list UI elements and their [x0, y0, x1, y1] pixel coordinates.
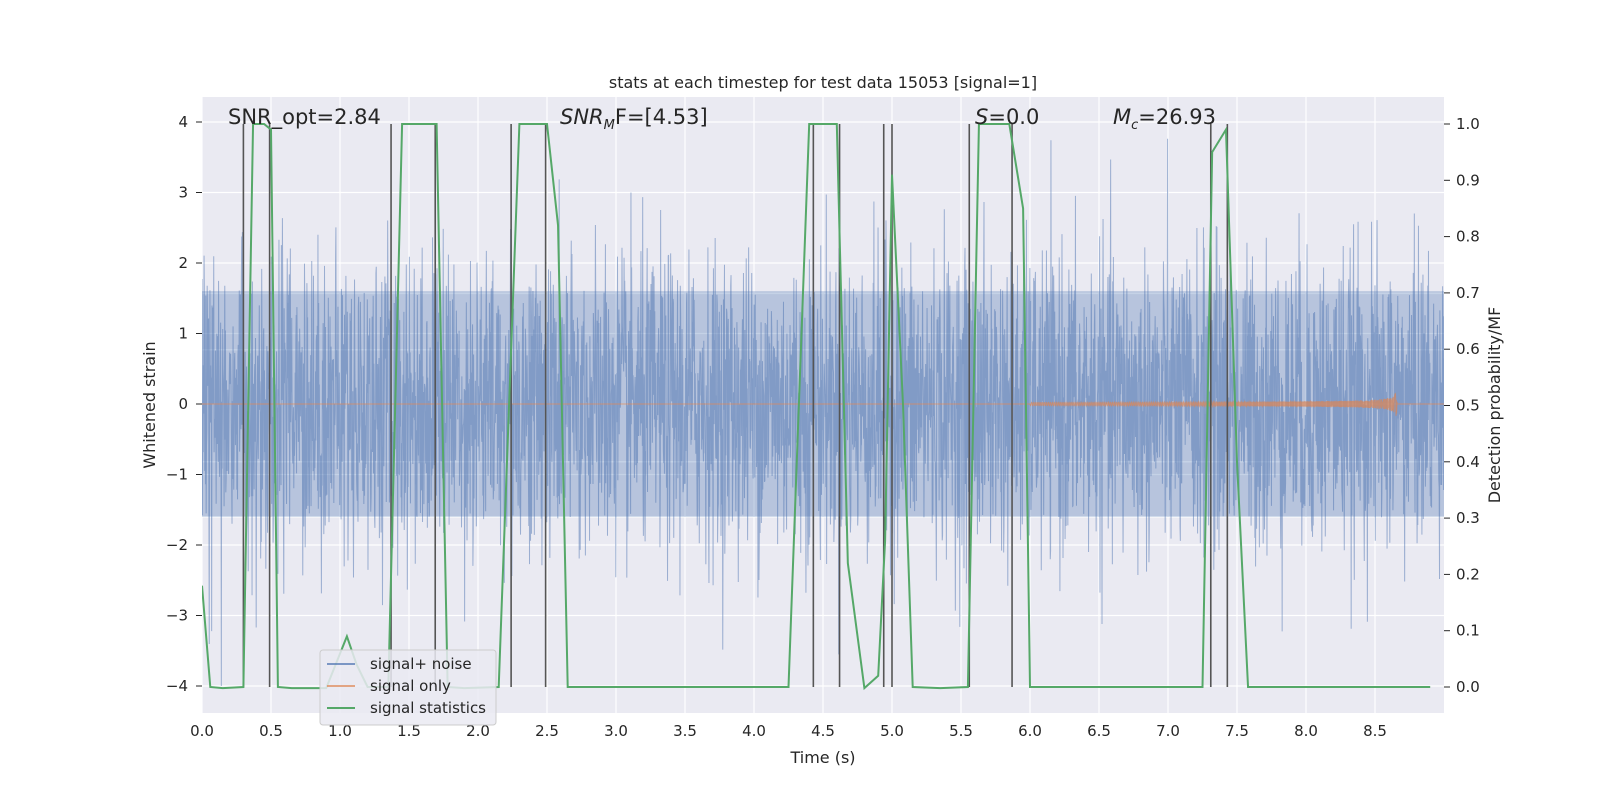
y2-tick-label: 0.9 — [1456, 171, 1480, 189]
x-tick-label: 2.5 — [535, 722, 559, 740]
y2-tick-label: 0.6 — [1456, 340, 1480, 358]
y-tick-label: −3 — [166, 607, 188, 625]
series-signal-only — [202, 392, 1444, 416]
series-signal-noise — [202, 138, 1444, 687]
x-tick-label: 5.5 — [949, 722, 973, 740]
x-tick-label: 7.5 — [1225, 722, 1249, 740]
annotation-s: S=0.0 — [975, 105, 1039, 129]
legend-label-signal: signal only — [370, 677, 451, 695]
x-tick-label: 6.0 — [1018, 722, 1042, 740]
y-tick-label: 4 — [178, 113, 188, 131]
x-tick-label: 4.5 — [811, 722, 835, 740]
annotation-snr-mf: SNRMF=[4.53] — [560, 105, 708, 133]
x-tick-label: 4.0 — [742, 722, 766, 740]
y2-tick-label: 0.3 — [1456, 509, 1480, 527]
y2-tick-label: 0.7 — [1456, 284, 1480, 302]
y2-tick-label: 0.5 — [1456, 397, 1480, 415]
y-axis-right: 1.0 0.9 0.8 0.7 0.6 0.5 0.4 0.3 0.2 0.1 0.0 — [1444, 115, 1480, 696]
legend: signal+ noise signal only signal statist… — [319, 649, 497, 726]
chart-title: stats at each timestep for test data 150… — [609, 73, 1037, 92]
x-axis: 0.0 0.5 1.0 1.5 2.0 2.5 3.0 3.5 4.0 4.5 5.0 5.5 6.0 6… — [190, 722, 1387, 740]
x-tick-label: 3.5 — [673, 722, 697, 740]
x-tick-label: 8.5 — [1363, 722, 1387, 740]
x-axis-label: Time (s) — [789, 748, 855, 767]
x-tick-label: 3.0 — [604, 722, 628, 740]
y2-tick-label: 0.8 — [1456, 228, 1480, 246]
y2-tick-label: 0.0 — [1456, 678, 1480, 696]
y-tick-label: 0 — [178, 395, 188, 413]
x-tick-label: 2.0 — [466, 722, 490, 740]
y-tick-label: 2 — [178, 254, 188, 272]
x-tick-label: 8.0 — [1294, 722, 1318, 740]
y-axis-label: Whitened strain — [140, 341, 159, 468]
annotation-snr-opt: SNR_opt=2.84 — [228, 105, 381, 130]
y-tick-label: −1 — [166, 466, 188, 484]
legend-label-stat: signal statistics — [370, 699, 486, 717]
x-tick-label: 1.5 — [397, 722, 421, 740]
y-tick-label: −2 — [166, 536, 188, 554]
y-tick-label: −4 — [166, 677, 188, 695]
x-tick-label: 1.0 — [328, 722, 352, 740]
y-tick-label: 1 — [178, 325, 188, 343]
vertical-markers — [242, 124, 1229, 687]
legend-box — [319, 649, 497, 726]
series-signal-statistics — [202, 123, 1431, 691]
x-tick-label: 0.5 — [259, 722, 283, 740]
y-tick-label: 3 — [178, 184, 188, 202]
annotations: SNR_opt=2.84 SNRMF=[4.53] S=0.0 Mc=26.93 — [228, 105, 1216, 133]
legend-label-noise: signal+ noise — [370, 655, 472, 673]
y-axis-left: 4 3 2 1 0 −1 −2 −3 −4 — [166, 113, 202, 695]
x-tick-label: 0.0 — [190, 722, 214, 740]
y2-tick-label: 0.1 — [1456, 622, 1480, 640]
x-tick-label: 6.5 — [1087, 722, 1111, 740]
x-tick-label: 7.0 — [1156, 722, 1180, 740]
x-tick-label: 5.0 — [880, 722, 904, 740]
annotation-mc: Mc=26.93 — [1113, 105, 1216, 133]
y2-tick-label: 0.4 — [1456, 453, 1480, 471]
y2-tick-label: 0.2 — [1456, 565, 1480, 583]
y2-tick-label: 1.0 — [1456, 115, 1480, 133]
y2-axis-label: Detection probability/MF — [1485, 307, 1504, 504]
